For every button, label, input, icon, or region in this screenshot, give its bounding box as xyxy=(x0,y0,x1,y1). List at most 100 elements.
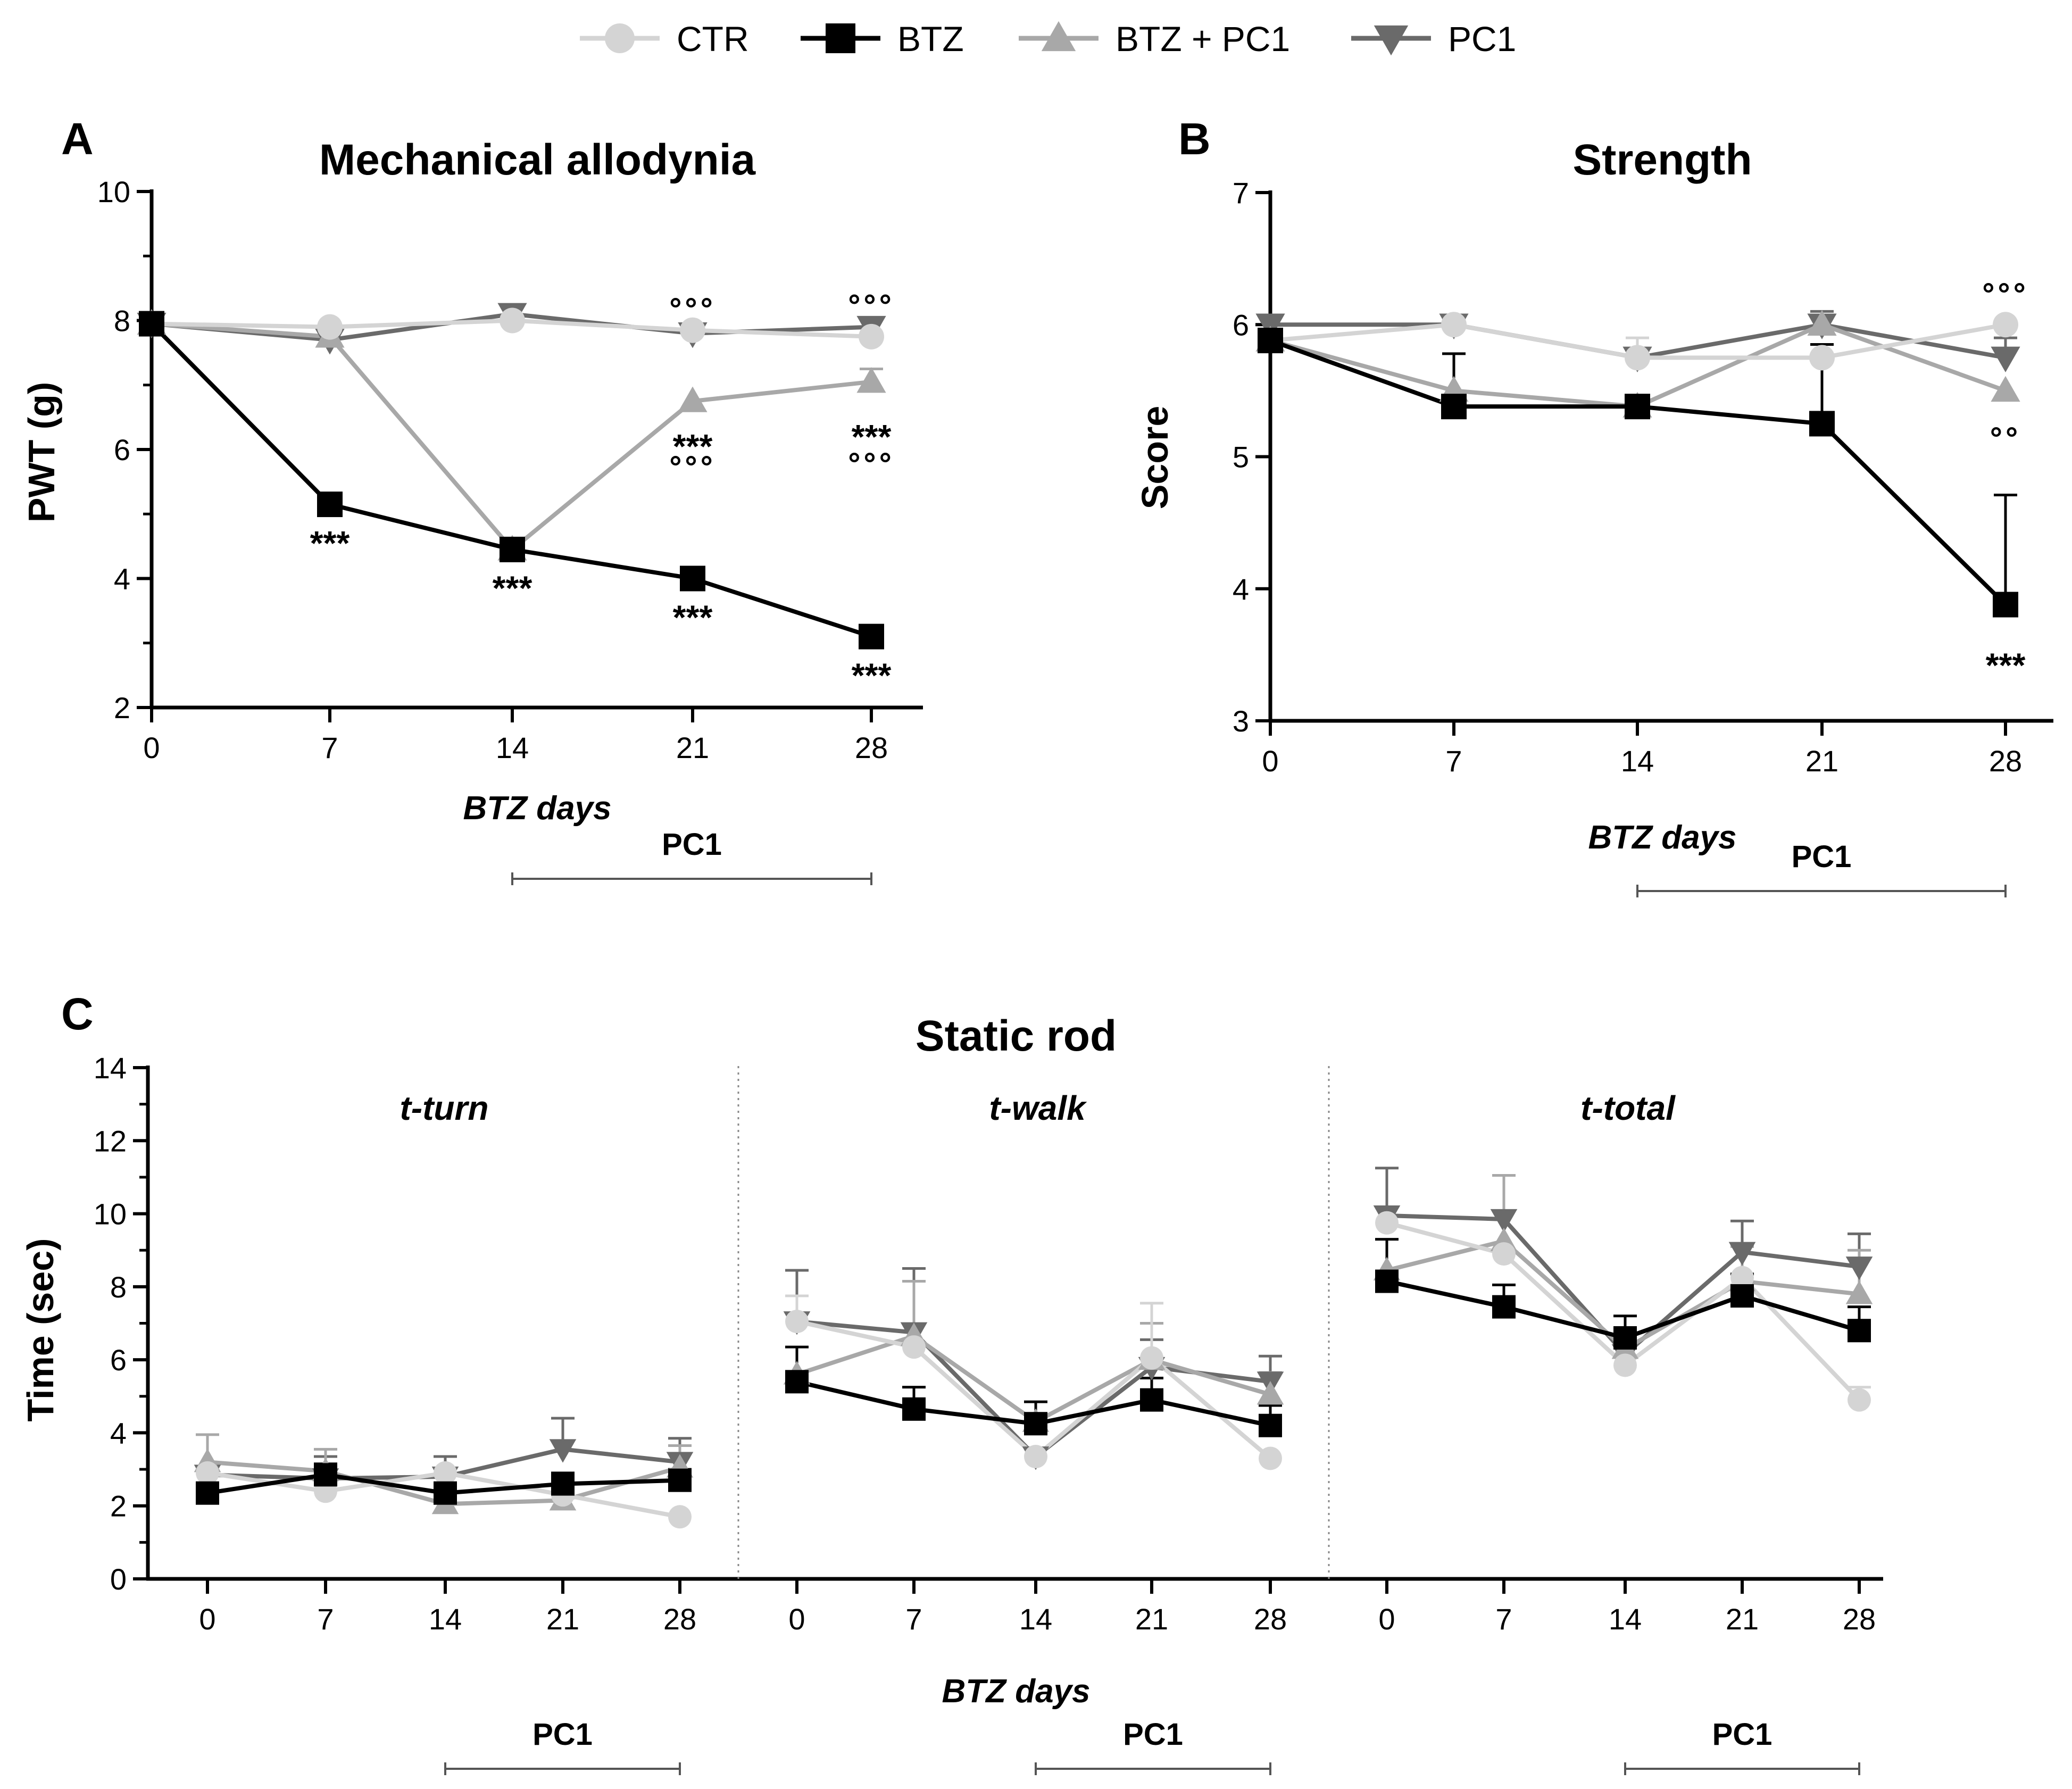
point-ctr xyxy=(1140,1346,1163,1370)
point-ctr xyxy=(1809,345,1835,371)
significance-annotation: *** xyxy=(852,656,892,694)
point-pc1 xyxy=(1490,1209,1518,1233)
point-btz xyxy=(1625,394,1650,420)
x-tick-label: 21 xyxy=(1135,1602,1168,1636)
y-tick-label: 0 xyxy=(110,1562,127,1596)
point-ctr xyxy=(668,1505,692,1529)
x-tick-label: 28 xyxy=(1843,1602,1876,1636)
treatment-bar-label: PC1 xyxy=(662,827,722,862)
legend-label-btz: BTZ xyxy=(897,19,964,59)
panel-c-title: Static rod xyxy=(916,1012,1117,1060)
point-ctr xyxy=(1993,312,2018,338)
panel-c-subtitle-t-total: t-total xyxy=(1580,1089,1676,1127)
point-btz xyxy=(551,1472,575,1496)
point-btz xyxy=(1259,1413,1282,1437)
point-ctr xyxy=(434,1461,457,1485)
y-tick-label: 4 xyxy=(1233,572,1249,606)
point-btz xyxy=(196,1481,219,1505)
point-ctr xyxy=(1024,1445,1047,1469)
panel-c-subtitle-t-turn: t-turn xyxy=(400,1089,488,1127)
x-tick-label: 0 xyxy=(1262,744,1278,778)
significance-annotation: *** xyxy=(673,427,713,465)
panel-letter-b: B xyxy=(1178,114,1211,164)
point-ctr xyxy=(1375,1211,1399,1235)
point-btz xyxy=(1024,1412,1047,1436)
series-line-btz-pc1 xyxy=(151,321,872,552)
point-pc1 xyxy=(549,1439,577,1463)
panel-letter-a: A xyxy=(61,114,94,164)
point-btz xyxy=(1809,411,1835,437)
y-tick-label: 6 xyxy=(114,433,130,467)
point-ctr xyxy=(196,1461,219,1485)
x-tick-label: 28 xyxy=(1254,1602,1287,1636)
y-tick-label: 6 xyxy=(110,1343,127,1377)
point-btz xyxy=(680,565,705,592)
point-btz xyxy=(314,1463,337,1487)
y-tick-label: 3 xyxy=(1233,704,1249,738)
y-tick-label: 6 xyxy=(1233,308,1249,342)
x-tick-label: 14 xyxy=(496,731,529,764)
legend-label-pc1: PC1 xyxy=(1448,19,1516,59)
legend-marker-pc1 xyxy=(1374,25,1409,56)
point-ctr xyxy=(680,317,705,343)
x-tick-label: 21 xyxy=(1726,1602,1759,1636)
legend-item-btz: BTZ xyxy=(801,19,964,59)
point-btz xyxy=(1258,328,1283,354)
panel-b-title: Strength xyxy=(1572,136,1752,184)
panel-b-xlabel: BTZ days xyxy=(1588,819,1736,856)
y-tick-label: 4 xyxy=(114,562,130,596)
point-ctr xyxy=(902,1335,926,1359)
point-btz xyxy=(434,1481,457,1505)
point-btz-pc1 xyxy=(1807,310,1837,336)
point-btz-pc1 xyxy=(1256,1381,1284,1405)
point-btz xyxy=(139,311,164,337)
x-tick-label: 0 xyxy=(788,1602,805,1636)
point-btz xyxy=(859,623,884,650)
point-btz xyxy=(1441,394,1467,420)
point-ctr xyxy=(1625,345,1650,371)
panel-a-ylabel: PWT (g) xyxy=(21,382,62,522)
point-ctr xyxy=(1730,1266,1754,1289)
x-tick-label: 28 xyxy=(855,731,888,764)
point-btz xyxy=(1140,1388,1163,1412)
y-tick-label: 14 xyxy=(94,1051,127,1085)
treatment-bar-label: PC1 xyxy=(1792,839,1852,874)
point-btz xyxy=(902,1397,926,1421)
legend-item-ctr: CTR xyxy=(580,19,749,59)
treatment-bar-label: PC1 xyxy=(1123,1717,1183,1752)
significance-annotation: *** xyxy=(1986,646,2026,685)
treatment-bar-label: PC1 xyxy=(532,1717,593,1752)
significance-annotation: °° xyxy=(1990,421,2021,455)
treatment-bar-label: PC1 xyxy=(1712,1717,1773,1752)
x-tick-label: 14 xyxy=(1019,1602,1052,1636)
point-btz xyxy=(668,1468,692,1492)
point-ctr xyxy=(317,314,343,340)
y-tick-label: 8 xyxy=(114,304,130,338)
point-btz-pc1 xyxy=(1991,376,2020,402)
point-btz xyxy=(785,1370,809,1394)
legend-marker-ctr xyxy=(605,23,635,53)
point-ctr xyxy=(785,1310,809,1334)
point-pc1 xyxy=(1845,1257,1873,1280)
y-tick-label: 4 xyxy=(110,1416,127,1450)
panel-c-ylabel: Time (sec) xyxy=(20,1238,61,1422)
point-btz xyxy=(317,492,343,518)
point-ctr xyxy=(500,307,525,334)
x-tick-label: 28 xyxy=(1989,744,2022,778)
point-btz xyxy=(1375,1269,1399,1293)
legend-item-pc1: PC1 xyxy=(1351,19,1516,59)
legend-marker-btz-pc1 xyxy=(1041,21,1076,52)
legend-label-ctr: CTR xyxy=(677,19,749,59)
y-tick-label: 10 xyxy=(97,175,130,209)
y-tick-label: 12 xyxy=(94,1124,127,1158)
point-ctr xyxy=(1613,1353,1637,1377)
point-pc1 xyxy=(1728,1242,1756,1266)
x-tick-label: 14 xyxy=(429,1602,462,1636)
point-ctr xyxy=(1259,1446,1282,1470)
significance-annotation: *** xyxy=(493,569,532,608)
subplot-t-walk: 0 7 14 21 28 PC1 xyxy=(783,1267,1287,1775)
point-ctr xyxy=(1848,1388,1871,1412)
y-tick-label: 5 xyxy=(1233,440,1249,474)
y-tick-label: 8 xyxy=(110,1270,127,1304)
